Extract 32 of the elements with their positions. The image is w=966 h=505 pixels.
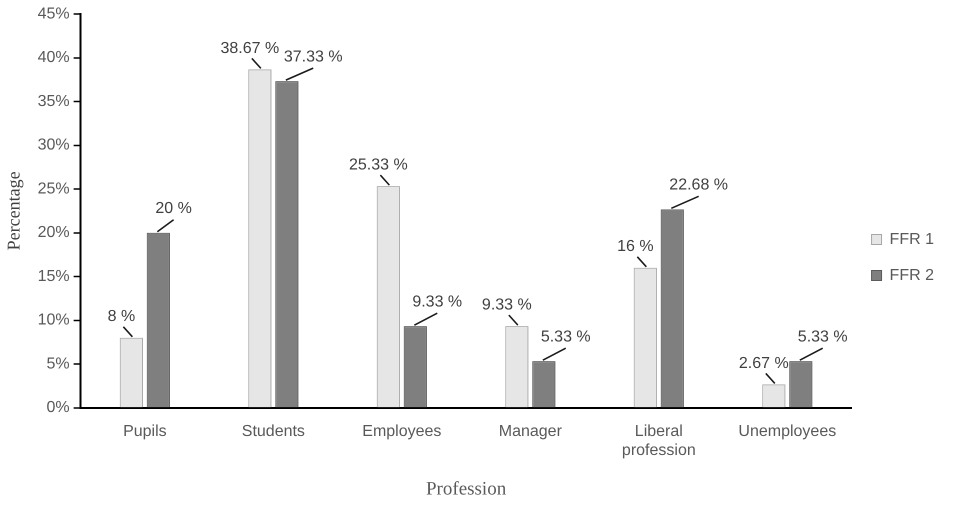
data-label: 9.33 % [412, 294, 462, 311]
x-tick-label: Students [242, 422, 305, 440]
x-axis-title: Profession [426, 478, 507, 500]
data-label: 5.33 % [798, 328, 848, 346]
data-label: 20 % [155, 200, 192, 218]
legend-label: FFR 2 [890, 266, 934, 284]
y-tick-label: 35% [38, 92, 70, 110]
x-tick-label: Manager [498, 422, 563, 440]
y-tick-label: 15% [38, 268, 70, 285]
data-label: 8 % [108, 308, 136, 326]
y-tick-label: 0% [46, 399, 70, 416]
data-label: 2.67 % [738, 354, 789, 372]
y-tick-label: 40% [38, 49, 70, 66]
y-tick-label: 5% [46, 355, 70, 372]
x-tick-label: Liberal profession [622, 422, 696, 460]
data-label: 5.33 % [540, 328, 591, 346]
data-label: 22.68 % [669, 176, 728, 194]
y-tick-label: 20% [38, 224, 70, 242]
y-axis-title: Percentage [4, 171, 24, 250]
x-tick-label: Unemployees [738, 422, 836, 440]
y-tick-label: 45% [38, 5, 70, 22]
data-label: 38.67 % [220, 40, 280, 57]
y-tick-label: 25% [38, 180, 70, 198]
x-tick-label: Pupils [123, 422, 167, 440]
y-tick-label: 10% [38, 312, 70, 329]
data-label: 37.33 % [284, 48, 343, 66]
data-label: 25.33 % [348, 156, 408, 174]
data-label: 16 % [617, 238, 654, 256]
data-label: 9.33 % [482, 296, 532, 314]
x-tick-label: Employees [362, 422, 442, 440]
legend-label: FFR 1 [890, 230, 934, 248]
y-tick-label: 30% [38, 136, 70, 154]
